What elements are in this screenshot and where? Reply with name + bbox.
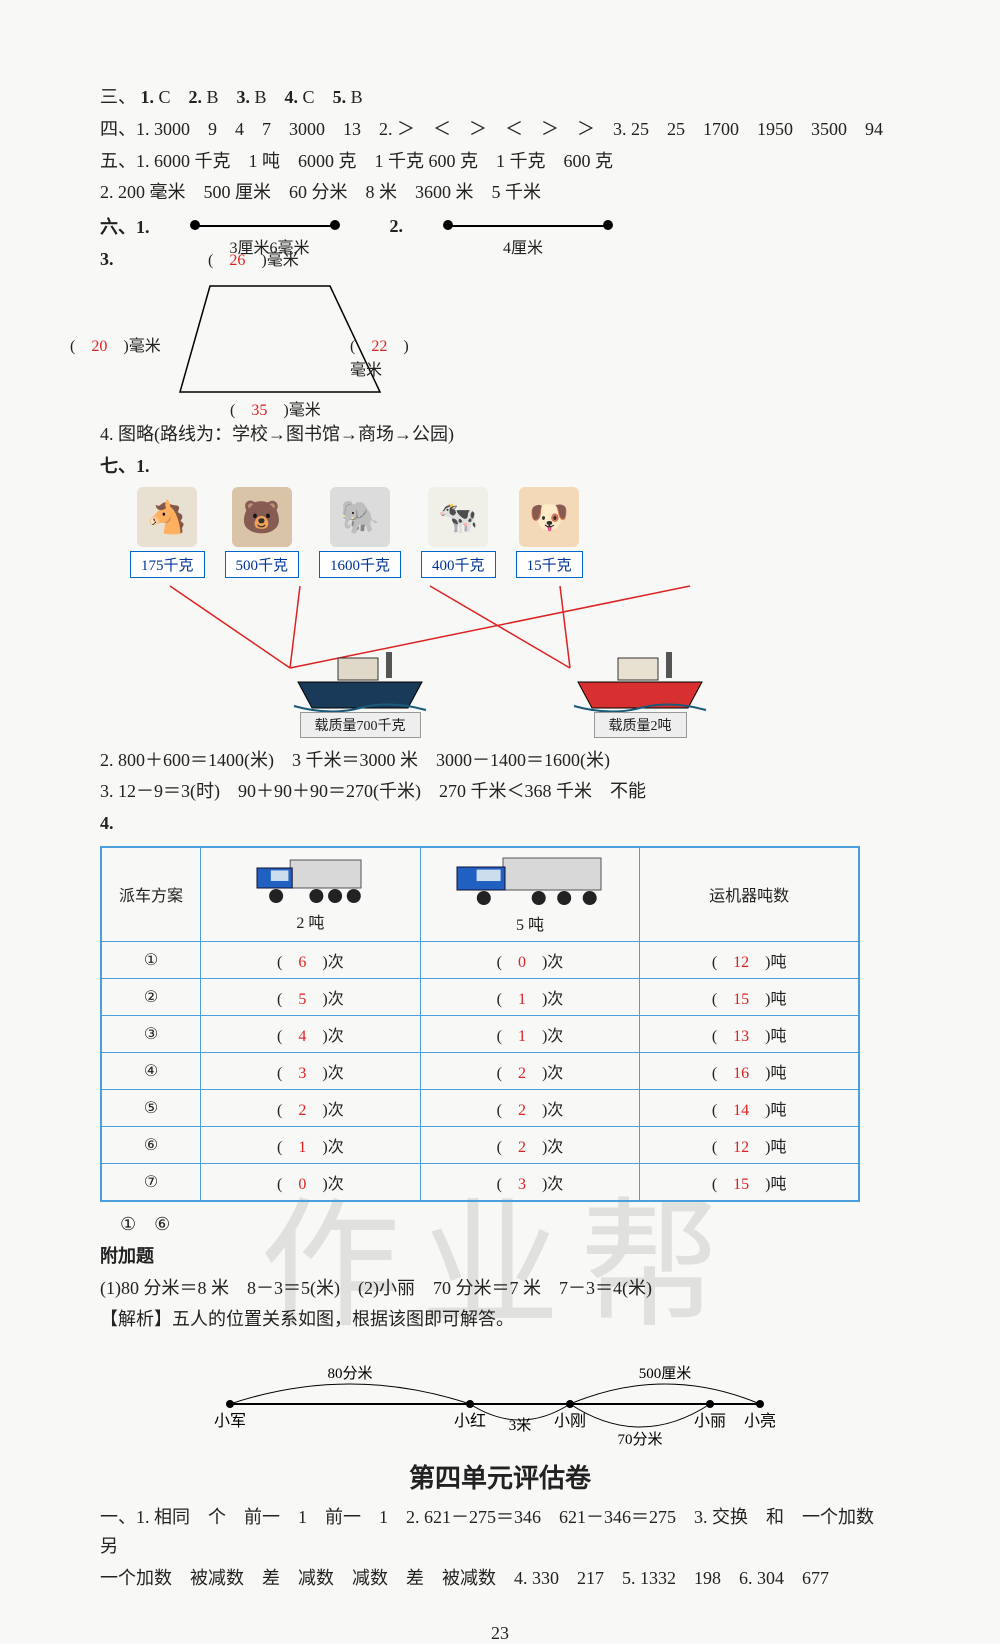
col-plan: 派车方案 <box>101 847 201 942</box>
appendix-l1: (1)80 分米＝8 米 8－3＝5(米) (2)小丽 70 分米＝7 米 7－… <box>100 1274 900 1303</box>
col-tons: 运机器吨数 <box>640 847 859 942</box>
col-truck-5t: 5 吨 <box>420 847 640 942</box>
weight-badge: 1600千克 <box>319 551 401 578</box>
truck-small-icon <box>255 856 365 904</box>
weight-badge: 400千克 <box>421 551 496 578</box>
sec7-4-prefix: 4. <box>100 813 114 833</box>
sec7-3: 3. 12－9＝3(时) 90＋90＋90＝270(千米) 270 千米＜368… <box>100 777 900 806</box>
animal-item: 🐄 400千克 <box>421 487 496 578</box>
sec6-3-prefix: 3. <box>100 249 114 269</box>
table-row: ① ( 6 )次 ( 0 )次 ( 12 )吨 <box>101 941 859 978</box>
table-row: ② ( 5 )次 ( 1 )次 ( 15 )吨 <box>101 978 859 1015</box>
sec6-prefix-2: 2. <box>390 216 404 237</box>
animal-icon: 🐴 <box>137 487 197 547</box>
answer-item: 1. C <box>141 87 189 107</box>
answer-item: 4. C <box>285 87 333 107</box>
svg-text:500厘米: 500厘米 <box>639 1365 692 1382</box>
animal-item: 🐻 500千克 <box>225 487 300 578</box>
unit4-l2: 一个加数 被减数 差 减数 减数 差 被减数 4. 330 217 5. 133… <box>100 1564 900 1593</box>
animal-icon: 🐘 <box>330 487 390 547</box>
section-3: 三、 1. C 2. B 3. B 4. C 5. B <box>100 83 900 112</box>
sec6-4: 4. 图略(路线为：学校→图书馆→商场→公园) <box>100 420 900 449</box>
section-6-row: 六、1. 3厘米6毫米 2. 4厘米 <box>100 213 900 239</box>
table-row: ⑦ ( 0 )次 ( 3 )次 ( 15 )吨 <box>101 1163 859 1201</box>
section-4-line-1: 四、1. 3000 9 4 7 3000 13 2. ＞ ＜ ＞ ＜ ＞ ＞ 3… <box>100 115 900 144</box>
weight-badge: 500千克 <box>225 551 300 578</box>
boat-item: 载质量700千克 <box>290 652 430 738</box>
svg-text:70分米: 70分米 <box>617 1431 662 1448</box>
boat-capacity-label: 载质量700千克 <box>300 712 421 738</box>
answer-item: 3. B <box>237 87 285 107</box>
svg-text:80分米: 80分米 <box>327 1365 372 1382</box>
animal-icon: 🐄 <box>428 487 488 547</box>
unit4-title: 第四单元评估卷 <box>100 1458 900 1495</box>
table-row: ⑥ ( 1 )次 ( 2 )次 ( 12 )吨 <box>101 1126 859 1163</box>
appendix-l2: 【解析】五人的位置关系如图，根据该图即可解答。 <box>100 1305 900 1334</box>
unit4-l1: 一、1. 相同 个 前一 1 前一 1 2. 621－275＝346 621－3… <box>100 1503 900 1561</box>
sec6-3-row: 3. ( 26 )毫米 <box>100 245 900 274</box>
section-5-line-1: 五、1. 6000 千克 1 吨 6000 克 1 千克 600 克 1 千克 … <box>100 147 900 176</box>
animal-item: 🐘 1600千克 <box>319 487 401 578</box>
animal-icon: 🐶 <box>519 487 579 547</box>
boat-icon <box>290 652 430 716</box>
table-row: ③ ( 4 )次 ( 1 )次 ( 13 )吨 <box>101 1015 859 1052</box>
boat-icon <box>570 652 710 716</box>
animal-item: 🐶 15千克 <box>516 487 583 578</box>
animal-item: 🐴 175千克 <box>130 487 205 578</box>
trapezoid-figure: ( 20 )毫米 ( 22 )毫米 ( 35 )毫米 <box>140 282 420 412</box>
segment-2: 4厘米 <box>443 216 623 236</box>
animal-icon: 🐻 <box>232 487 292 547</box>
sec7-2: 2. 800＋600＝1400(米) 3 千米＝3000 米 3000－1400… <box>100 746 900 775</box>
sec7-4-answer: ① ⑥ <box>120 1210 900 1239</box>
appendix-title: 附加题 <box>100 1242 900 1271</box>
appendix-diagram: 小军小红小刚小丽小亮80分米3米500厘米70分米 <box>100 1344 900 1444</box>
animals-boats-container: 🐴 175千克 🐻 500千克 🐘 1600千克 🐄 400千克 🐶 15千克 … <box>100 487 900 738</box>
answer-item: 5. B <box>333 87 381 107</box>
svg-text:小亮: 小亮 <box>744 1412 776 1430</box>
truck-big-icon <box>455 854 605 906</box>
sec6-prefix: 六、1. <box>100 213 150 239</box>
svg-text:小红: 小红 <box>454 1412 486 1430</box>
plan-table: 派车方案 2 吨 5 吨 运机器吨数 ① ( 6 )次 ( 0 )次 <box>100 846 860 1202</box>
sec7-prefix: 七、1. <box>100 456 150 476</box>
svg-text:3米: 3米 <box>509 1417 532 1434</box>
table-row: ④ ( 3 )次 ( 2 )次 ( 16 )吨 <box>101 1052 859 1089</box>
section-5-line-2: 2. 200 毫米 500 厘米 60 分米 8 米 3600 米 5 千米 <box>100 178 900 207</box>
boat-item: 载质量2吨 <box>570 652 710 738</box>
sec3-prefix: 三、 <box>100 87 136 107</box>
svg-text:小丽: 小丽 <box>694 1412 726 1430</box>
boat-capacity-label: 载质量2吨 <box>594 712 687 738</box>
answer-item: 2. B <box>189 87 237 107</box>
weight-badge: 175千克 <box>130 551 205 578</box>
page-number: 23 <box>100 1623 900 1644</box>
table-header-row: 派车方案 2 吨 5 吨 运机器吨数 <box>101 847 859 942</box>
table-row: ⑤ ( 2 )次 ( 2 )次 ( 14 )吨 <box>101 1089 859 1126</box>
svg-text:小军: 小军 <box>214 1412 246 1430</box>
segment-1: 3厘米6毫米 <box>190 216 350 236</box>
weight-badge: 15千克 <box>516 551 583 578</box>
col-truck-2t: 2 吨 <box>201 847 421 942</box>
svg-text:小刚: 小刚 <box>554 1412 586 1430</box>
